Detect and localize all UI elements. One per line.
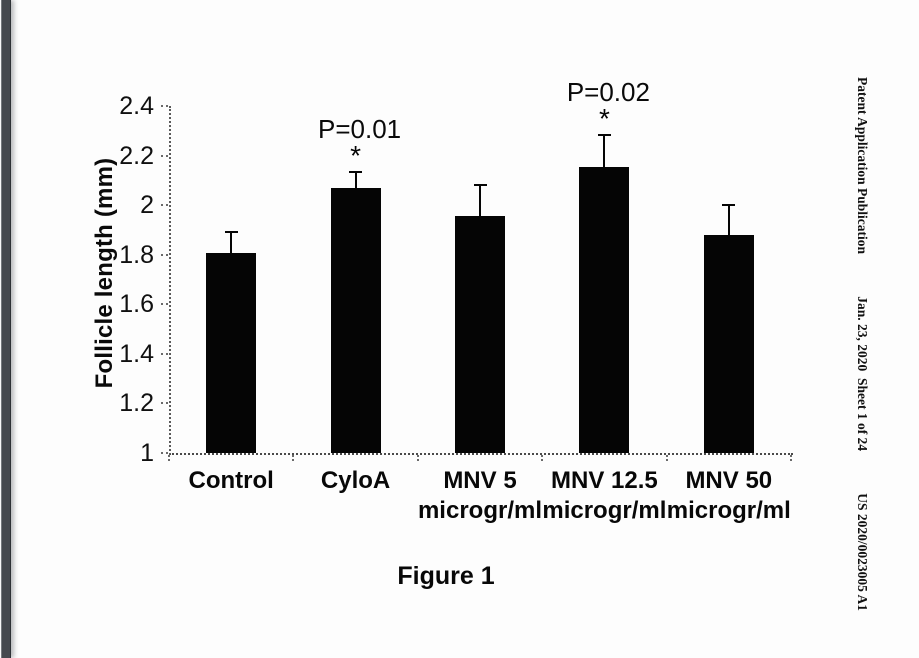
x-category-label: MNV 50 microgr/ml [667, 466, 791, 526]
x-category-label: CyloA [293, 466, 417, 496]
patent-header-date-sheet: Jan. 23, 2020 Sheet 1 of 24 [855, 296, 870, 452]
y-tick-label: 2.4 [119, 92, 154, 120]
y-tick [161, 402, 168, 405]
error-bar-line [727, 205, 730, 235]
x-category-label-line: MNV 5 [443, 467, 517, 494]
x-category-label-line: Control [188, 467, 274, 494]
bar [206, 253, 257, 453]
x-category-label-line: CyloA [320, 467, 391, 494]
bar [703, 234, 754, 453]
y-tick [161, 352, 168, 355]
patent-header-doc-number: US 2020/0023005 A1 [855, 493, 870, 611]
x-category-label: Control [169, 466, 293, 496]
y-tick [161, 154, 168, 157]
error-bar-cap [224, 231, 238, 234]
error-bar-cap [722, 204, 736, 207]
y-tick [161, 204, 168, 207]
x-category-label-line: MNV 12.5 [551, 467, 658, 494]
significance-star: * [350, 139, 362, 171]
x-category-label-line: microgr/ml [542, 497, 667, 524]
x-category-label-line: microgr/ml [666, 497, 791, 524]
significance-p-label: P=0.01 [318, 113, 402, 144]
x-category-label-line: microgr/ml [417, 497, 542, 524]
y-tick-label: 1.4 [119, 339, 154, 368]
bar [455, 216, 505, 453]
patent-header-publication: Patent Application Publication [855, 77, 870, 255]
error-bar-line [479, 185, 481, 217]
error-bar-cap [597, 133, 611, 136]
x-category-label-line: MNV 50 [685, 467, 773, 494]
plot-area [169, 106, 793, 455]
figure-caption: Figure 1 [397, 562, 495, 590]
y-tick [161, 105, 168, 107]
y-tick-label: 1.6 [119, 290, 154, 319]
y-tick-label: 2.2 [119, 141, 154, 170]
error-bar-cap [349, 170, 363, 173]
x-tick [416, 455, 419, 461]
bar [330, 187, 381, 453]
error-bar-line [603, 134, 606, 167]
patent-running-header: Patent Application Publication Jan. 23, … [852, 77, 872, 611]
x-tick [790, 455, 792, 461]
y-tick [161, 253, 168, 256]
y-tick-label: 1.2 [119, 389, 154, 418]
bar [579, 166, 630, 453]
y-tick [161, 452, 168, 454]
y-tick-label: 2 [140, 191, 154, 220]
significance-star: * [598, 102, 610, 134]
x-category-label: MNV 5 microgr/ml [418, 466, 542, 526]
x-tick [541, 455, 544, 461]
y-tick-label: 1 [140, 439, 154, 467]
error-bar-cap [473, 184, 487, 187]
error-bar-line [354, 171, 357, 188]
x-tick [665, 455, 668, 461]
x-tick [292, 455, 295, 461]
page-edge-shadow [1, 0, 11, 658]
y-tick-label: 1.8 [119, 240, 154, 269]
y-tick [161, 303, 168, 306]
x-category-label: MNV 12.5 microgr/ml [542, 466, 666, 526]
error-bar-line [230, 232, 233, 254]
x-tick [168, 455, 170, 461]
significance-p-label: P=0.02 [566, 76, 650, 107]
